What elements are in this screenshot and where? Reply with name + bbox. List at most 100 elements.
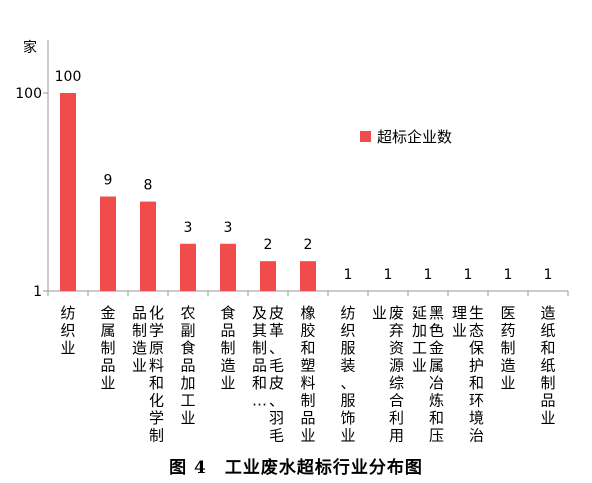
svg-text:境: 境 [469, 409, 484, 427]
category-label: 造纸和纸制品业造纸和纸制品业 [540, 304, 555, 427]
bar [100, 196, 116, 291]
svg-text:制: 制 [500, 339, 515, 357]
svg-text:业: 业 [340, 427, 355, 445]
svg-text:纺: 纺 [340, 304, 355, 322]
svg-text:饰: 饰 [340, 409, 355, 427]
svg-text:装: 装 [340, 357, 355, 375]
svg-text:制: 制 [252, 339, 267, 357]
svg-text:护: 护 [469, 357, 484, 375]
svg-text:加: 加 [180, 374, 195, 392]
svg-text:业: 业 [100, 374, 115, 392]
data-label: 1 [504, 267, 513, 283]
data-label: 2 [304, 237, 313, 253]
svg-text:治: 治 [469, 427, 484, 445]
svg-text:工: 工 [412, 339, 427, 357]
svg-text:制: 制 [220, 339, 235, 357]
svg-text:食: 食 [220, 304, 235, 322]
svg-text:药: 药 [500, 322, 515, 340]
data-labels: 100 9 8 3 3 2 2 1 1 1 1 1 1 [55, 69, 553, 283]
svg-text:合: 合 [389, 392, 404, 410]
category-label: 皮革、毛皮、羽毛及其制品和…皮革、毛皮、羽毛及其制品和… [252, 304, 284, 445]
bar [140, 201, 156, 291]
category-label: 医药制造业医药制造业 [500, 304, 515, 392]
data-label: 1 [464, 267, 473, 283]
svg-text:毛: 毛 [269, 427, 284, 445]
svg-text:色: 色 [429, 322, 444, 340]
category-label: 金属制品业金属制品业 [100, 304, 115, 392]
svg-text:和: 和 [469, 374, 484, 392]
svg-text:态: 态 [469, 322, 484, 340]
svg-text:皮: 皮 [269, 304, 284, 322]
svg-text:业: 业 [300, 427, 315, 445]
svg-text:、: 、 [269, 339, 284, 357]
svg-text:压: 压 [429, 427, 444, 445]
data-label: 1 [384, 267, 393, 283]
svg-text:服: 服 [340, 339, 355, 357]
data-label: 1 [344, 267, 353, 283]
svg-text:料: 料 [300, 374, 315, 392]
svg-text:和: 和 [149, 374, 164, 392]
svg-text:副: 副 [180, 322, 195, 340]
svg-text:织: 织 [340, 322, 355, 340]
svg-text:和: 和 [252, 374, 267, 392]
svg-text:弃: 弃 [389, 322, 404, 340]
svg-text:和: 和 [540, 339, 555, 357]
svg-text:纸: 纸 [540, 357, 555, 375]
axes: 家 1 100 [15, 39, 569, 300]
svg-text:业: 业 [500, 374, 515, 392]
svg-text:黑: 黑 [429, 304, 444, 322]
svg-text:医: 医 [500, 304, 515, 322]
svg-text:业: 业 [220, 374, 235, 392]
svg-text:业: 业 [540, 409, 555, 427]
svg-text:革: 革 [269, 322, 284, 340]
data-label: 3 [224, 220, 233, 236]
svg-text:理: 理 [452, 304, 467, 322]
svg-text:皮: 皮 [269, 374, 284, 392]
svg-text:业: 业 [372, 304, 387, 322]
svg-text:品: 品 [100, 357, 115, 375]
svg-text:料: 料 [149, 357, 164, 375]
svg-text:食: 食 [180, 339, 195, 357]
svg-text:品: 品 [252, 357, 267, 375]
data-label: 9 [104, 173, 113, 189]
legend-swatch [360, 131, 371, 142]
svg-text:制: 制 [149, 427, 164, 445]
svg-text:金: 金 [100, 304, 115, 322]
svg-text:制: 制 [300, 392, 315, 410]
svg-text:业: 业 [412, 357, 427, 375]
category-labels: 纺织业纺织业金属制品业金属制品业化学原料和化学制品制造业化学原料和化学制品制造业… [60, 304, 555, 445]
svg-text:化: 化 [149, 392, 164, 410]
svg-text:品: 品 [300, 409, 315, 427]
svg-text:业: 业 [60, 339, 75, 357]
svg-text:炼: 炼 [429, 392, 444, 410]
bar [220, 243, 236, 291]
bars [60, 93, 316, 291]
svg-text:源: 源 [389, 357, 404, 375]
svg-text:业: 业 [180, 409, 195, 427]
svg-text:及: 及 [252, 304, 267, 322]
svg-text:业: 业 [132, 357, 147, 375]
category-label: 纺织业纺织业 [60, 304, 75, 357]
data-label: 1 [424, 267, 433, 283]
svg-text:服: 服 [340, 392, 355, 410]
bar [60, 93, 76, 291]
data-label: 100 [55, 69, 82, 85]
svg-text:橡: 橡 [300, 304, 315, 322]
svg-text:、: 、 [340, 374, 355, 392]
category-label: 农副食品加工业农副食品加工业 [180, 304, 195, 427]
data-label: 2 [264, 237, 273, 253]
svg-text:冶: 冶 [429, 374, 444, 392]
svg-text:废: 废 [389, 304, 404, 322]
y-tick-label: 100 [15, 86, 42, 102]
svg-text:利: 利 [389, 409, 404, 427]
svg-text:保: 保 [469, 339, 484, 357]
category-label: 橡胶和塑料制品业橡胶和塑料制品业 [300, 304, 315, 445]
svg-text:和: 和 [300, 339, 315, 357]
svg-text:资: 资 [389, 339, 404, 357]
svg-text:纸: 纸 [540, 322, 555, 340]
figure-caption: 图 4 工业废水超标行业分布图 [169, 458, 423, 478]
svg-text:品: 品 [540, 392, 555, 410]
svg-text:毛: 毛 [269, 357, 284, 375]
